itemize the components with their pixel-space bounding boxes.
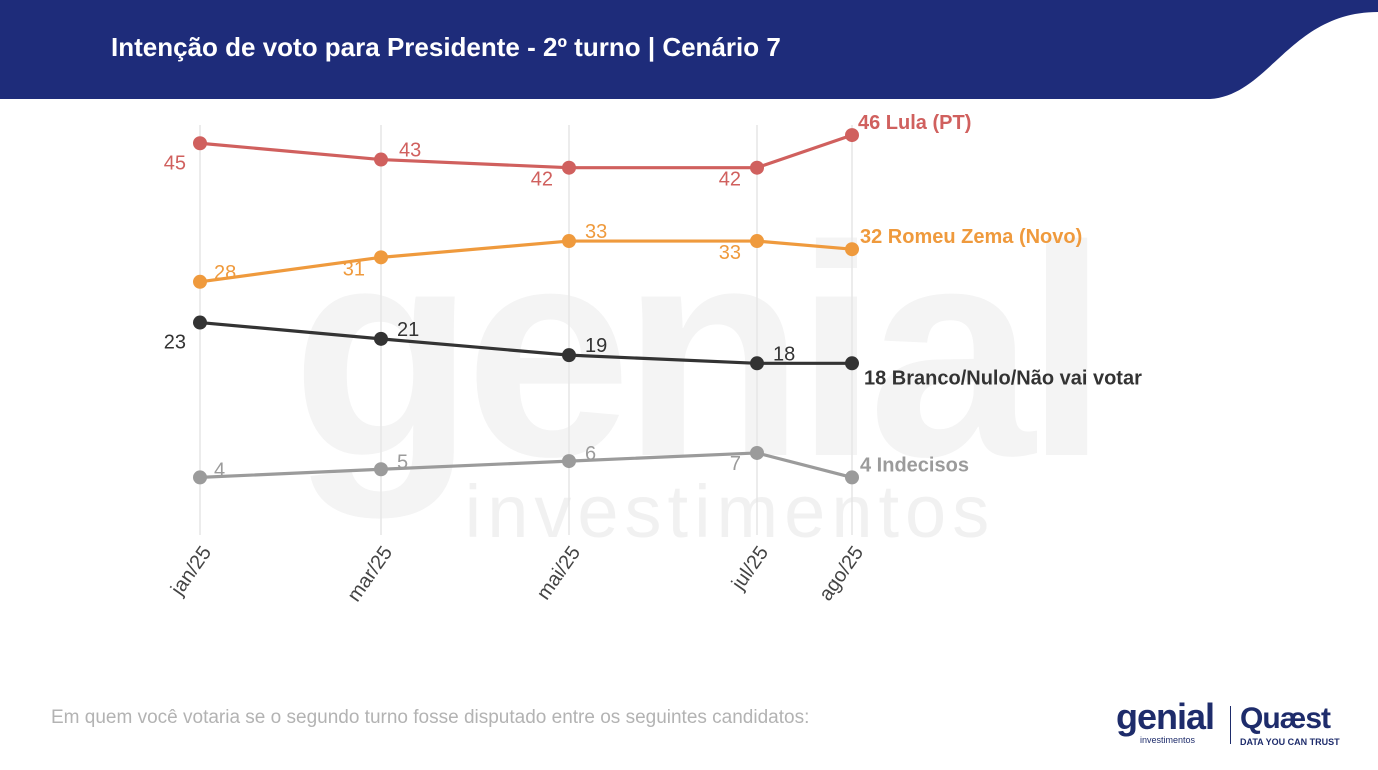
genial-logo: genial — [1116, 696, 1215, 737]
data-point — [562, 348, 576, 363]
logos: genial investimentos Quæst DATA YOU CAN … — [1110, 696, 1350, 750]
data-label: 33 — [585, 221, 607, 243]
data-label: 28 — [214, 262, 236, 284]
data-label: 21 — [397, 319, 419, 341]
data-point — [845, 128, 859, 143]
data-label: 19 — [585, 335, 607, 357]
data-label: 33 — [719, 242, 741, 264]
data-label: 23 — [164, 332, 186, 354]
data-point — [193, 274, 207, 289]
chart-points — [193, 128, 859, 485]
data-point — [374, 331, 388, 346]
x-axis-ticks: jan/25 mar/25 mai/25 jul/25 ago/25 — [166, 542, 868, 606]
data-label: 6 — [585, 443, 596, 465]
page-title: Intenção de voto para Presidente - 2º tu… — [111, 32, 781, 62]
data-label: 5 — [397, 451, 408, 473]
x-tick-label: ago/25 — [815, 542, 868, 605]
genial-logo-sub: investimentos — [1140, 735, 1196, 745]
data-point — [845, 242, 859, 257]
series-end-label: 18 Branco/Nulo/Não vai votar — [864, 367, 1142, 389]
data-label: 45 — [164, 152, 186, 174]
header-background — [0, 0, 1378, 99]
watermark-main: genial — [292, 225, 1099, 521]
data-point — [750, 445, 764, 460]
watermark-logo: genial investimentos — [292, 225, 1109, 545]
data-point — [750, 356, 764, 371]
data-label: 43 — [399, 140, 421, 162]
data-point — [193, 315, 207, 330]
data-point — [562, 234, 576, 249]
logo-separator — [1230, 706, 1231, 744]
data-point — [750, 234, 764, 249]
data-label: 7 — [730, 453, 741, 475]
data-point — [562, 454, 576, 469]
x-tick-label: mai/25 — [533, 542, 585, 604]
x-tick-label: jan/25 — [166, 542, 216, 600]
survey-question: Em quem você votaria se o segundo turno … — [51, 707, 810, 728]
quaest-logo: Quæst — [1240, 702, 1331, 735]
x-tick-label: mar/25 — [343, 542, 397, 606]
series-end-label: 32 Romeu Zema (Novo) — [860, 226, 1082, 248]
data-point — [845, 470, 859, 485]
data-point — [374, 462, 388, 477]
data-label: 18 — [773, 343, 795, 365]
quaest-tagline: DATA YOU CAN TRUST — [1240, 737, 1340, 747]
chart-lines — [199, 133, 853, 479]
data-point — [845, 356, 859, 371]
data-point — [193, 136, 207, 151]
data-label: 31 — [343, 258, 365, 280]
header-banner — [0, 0, 1378, 99]
data-label: 42 — [531, 169, 553, 191]
x-tick-label: jul/25 — [727, 542, 773, 595]
data-point — [193, 470, 207, 485]
series-end-label: 46 Lula (PT) — [858, 112, 971, 134]
chart-grid — [199, 125, 853, 535]
data-point — [750, 160, 764, 175]
data-point — [374, 152, 388, 167]
series-end-label: 4 Indecisos — [860, 454, 969, 476]
data-point — [562, 160, 576, 175]
data-label: 4 — [214, 459, 225, 481]
watermark-sub: investimentos — [465, 470, 995, 545]
data-label: 42 — [719, 169, 741, 191]
data-point — [374, 250, 388, 265]
